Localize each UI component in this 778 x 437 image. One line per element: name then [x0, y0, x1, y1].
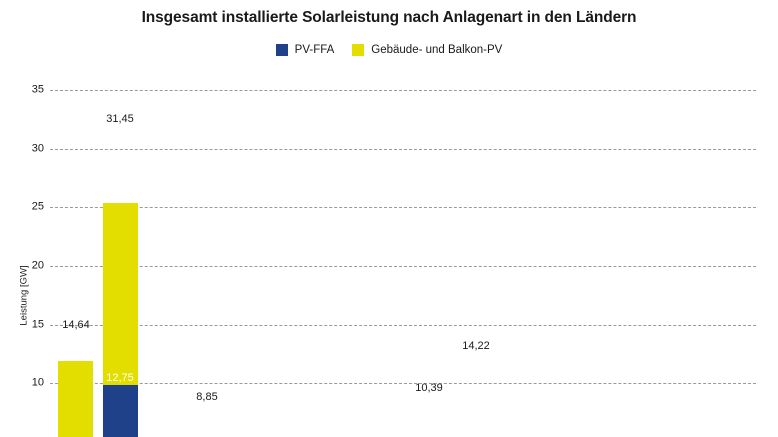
gridline	[50, 266, 756, 267]
bar-total-label: 14,22	[462, 340, 490, 352]
bar-total-label: 14,64	[62, 319, 90, 331]
gridline	[50, 383, 756, 384]
legend-swatch-icon	[352, 44, 365, 56]
chart-title: Insgesamt installierte Solarleistung nac…	[141, 9, 637, 26]
legend-label: Gebäude- und Balkon-PV	[371, 44, 503, 56]
y-axis-tick-label: 20	[31, 259, 44, 272]
gridline	[50, 90, 756, 91]
gridline	[50, 149, 756, 150]
bar-total-label: 8,85	[196, 391, 218, 403]
chart-legend: PV-FFA Gebäude- und Balkon-PV	[0, 44, 778, 56]
gridline	[50, 325, 756, 326]
legend-label: PV-FFA	[294, 44, 335, 56]
legend-item-gebaeude-balkon-pv[interactable]: Gebäude- und Balkon-PV	[352, 44, 502, 56]
y-axis-tick-label: 35	[31, 83, 44, 96]
bar-total-label: 10,39	[415, 382, 443, 394]
bar-total-label: 31,45	[106, 113, 134, 125]
legend-item-pv-ffa[interactable]: PV-FFA	[275, 44, 335, 56]
y-axis-tick-label: 30	[31, 142, 44, 155]
bar-segment-gebaeude-balkon-pv[interactable]	[58, 361, 93, 437]
bar-segment-pv-ffa[interactable]	[103, 385, 138, 437]
legend-swatch-icon	[275, 44, 288, 56]
y-axis-tick-label: 10	[31, 376, 44, 389]
gridline	[50, 207, 756, 208]
y-axis-tick-label: 25	[31, 200, 44, 213]
bar-segment-gebaeude-balkon-pv[interactable]	[103, 203, 138, 385]
bar-segment-value-label: 12,75	[106, 372, 134, 384]
y-axis-tick-label: 15	[31, 318, 44, 331]
